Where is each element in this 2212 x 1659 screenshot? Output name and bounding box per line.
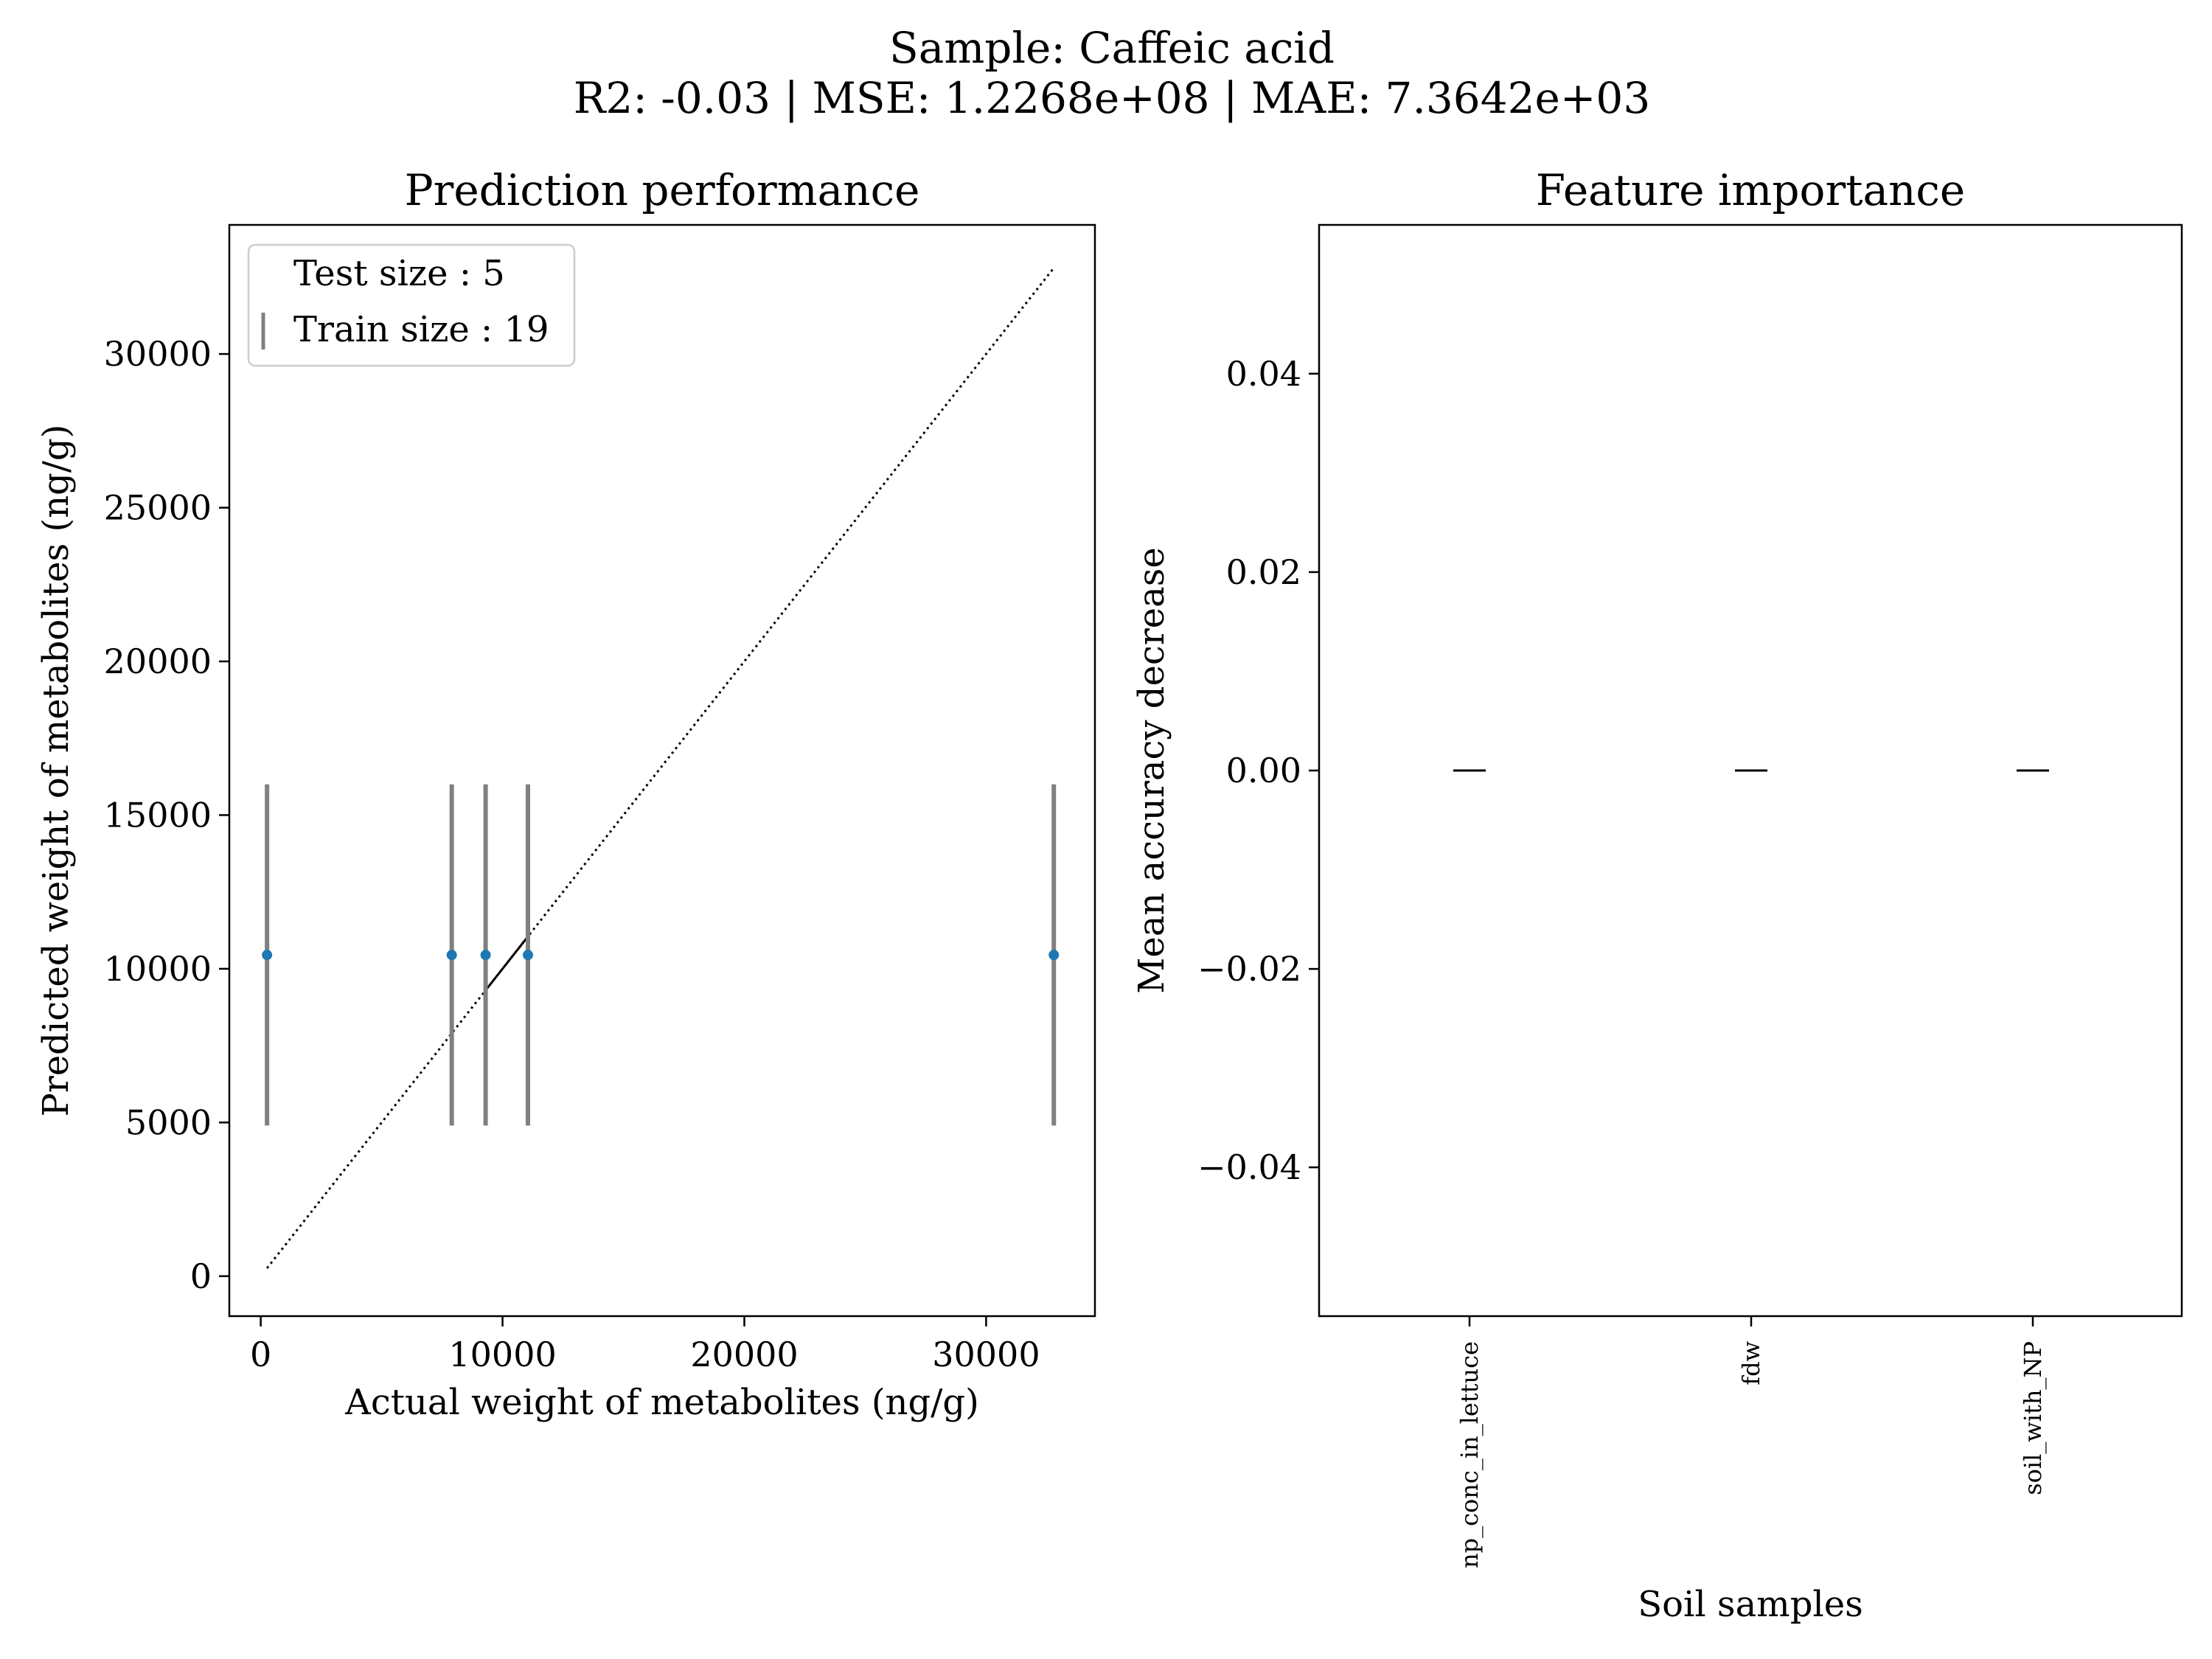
legend-entry-test-size: Test size : 5 [293,253,505,294]
y-tick-label: 5000 [125,1102,212,1142]
data-point-3 [480,950,491,961]
right-y-axis-label: Mean accuracy decrease [1131,547,1172,993]
x-tick-label: 30000 [932,1335,1040,1374]
y-tick-label: −0.02 [1197,949,1301,989]
right-panel-title: Feature importance [1536,165,1966,215]
left-plot-area [262,267,1060,1269]
left-axes-frame [228,223,1096,1318]
right-y-ticks: −0.04 −0.02 0.00 0.02 0.04 [1197,354,1319,1187]
right-x-ticks: np_conc_in_lettuce fdw soil_with_NP [1455,1316,2047,1568]
figure-title-line2: R2: -0.03 | MSE: 1.2268e+08 | MAE: 7.364… [574,73,1650,123]
data-point-4 [522,950,533,961]
y-tick-label: 10000 [104,949,212,989]
legend: Test size : 5 Train size : 19 [247,243,576,367]
category-label-np_conc_in_lettuce: np_conc_in_lettuce [1455,1341,1484,1568]
importance-bar-fdw [1735,769,1767,772]
left-panel-title: Prediction performance [405,165,920,215]
right-bars [1453,769,2049,772]
importance-bar-soil_with_NP [2017,769,2049,772]
legend-entry-train-size: Train size : 19 [293,309,549,350]
category-label-fdw: fdw [1737,1341,1765,1385]
y-tick-label: 20000 [104,641,212,681]
category-label-soil_with_NP: soil_with_NP [2019,1341,2047,1495]
y-tick-label: 0.04 [1226,354,1301,394]
figure-title-line1: Sample: Caffeic acid [889,23,1335,73]
right-x-axis-label: Soil samples [1638,1584,1863,1625]
data-point-2 [446,950,457,961]
fit-segment [484,936,529,992]
y-tick-label: 30000 [104,334,212,374]
importance-bar-np_conc_in_lettuce [1453,769,1486,772]
left-y-ticks: 0 5000 10000 15000 20000 25000 30000 [104,334,229,1296]
y-tick-label: −0.04 [1197,1147,1301,1187]
y-tick-label: 0.02 [1226,552,1301,592]
x-tick-label: 10000 [448,1335,556,1374]
left-x-ticks: 0 10000 20000 30000 [250,1316,1040,1374]
y-tick-label: 0 [190,1256,212,1296]
left-x-axis-label: Actual weight of metabolites (ng/g) [344,1382,979,1423]
data-point-5 [1048,950,1060,961]
data-point-1 [262,950,273,961]
x-tick-label: 20000 [690,1335,798,1374]
feature-importance-panel: Feature importance np_conc_in_lettuce fdw… [1131,165,2183,1625]
x-tick-label: 0 [250,1335,271,1374]
legend-frame [247,243,576,367]
left-y-axis-label: Predicted weight of metabolites (ng/g) [35,425,77,1117]
y-tick-label: 25000 [104,488,212,528]
y-tick-label: 15000 [104,795,212,835]
y-tick-label: 0.00 [1226,751,1301,790]
prediction-performance-panel: Prediction performance 0 10000 20000 30000 … [35,165,1096,1423]
